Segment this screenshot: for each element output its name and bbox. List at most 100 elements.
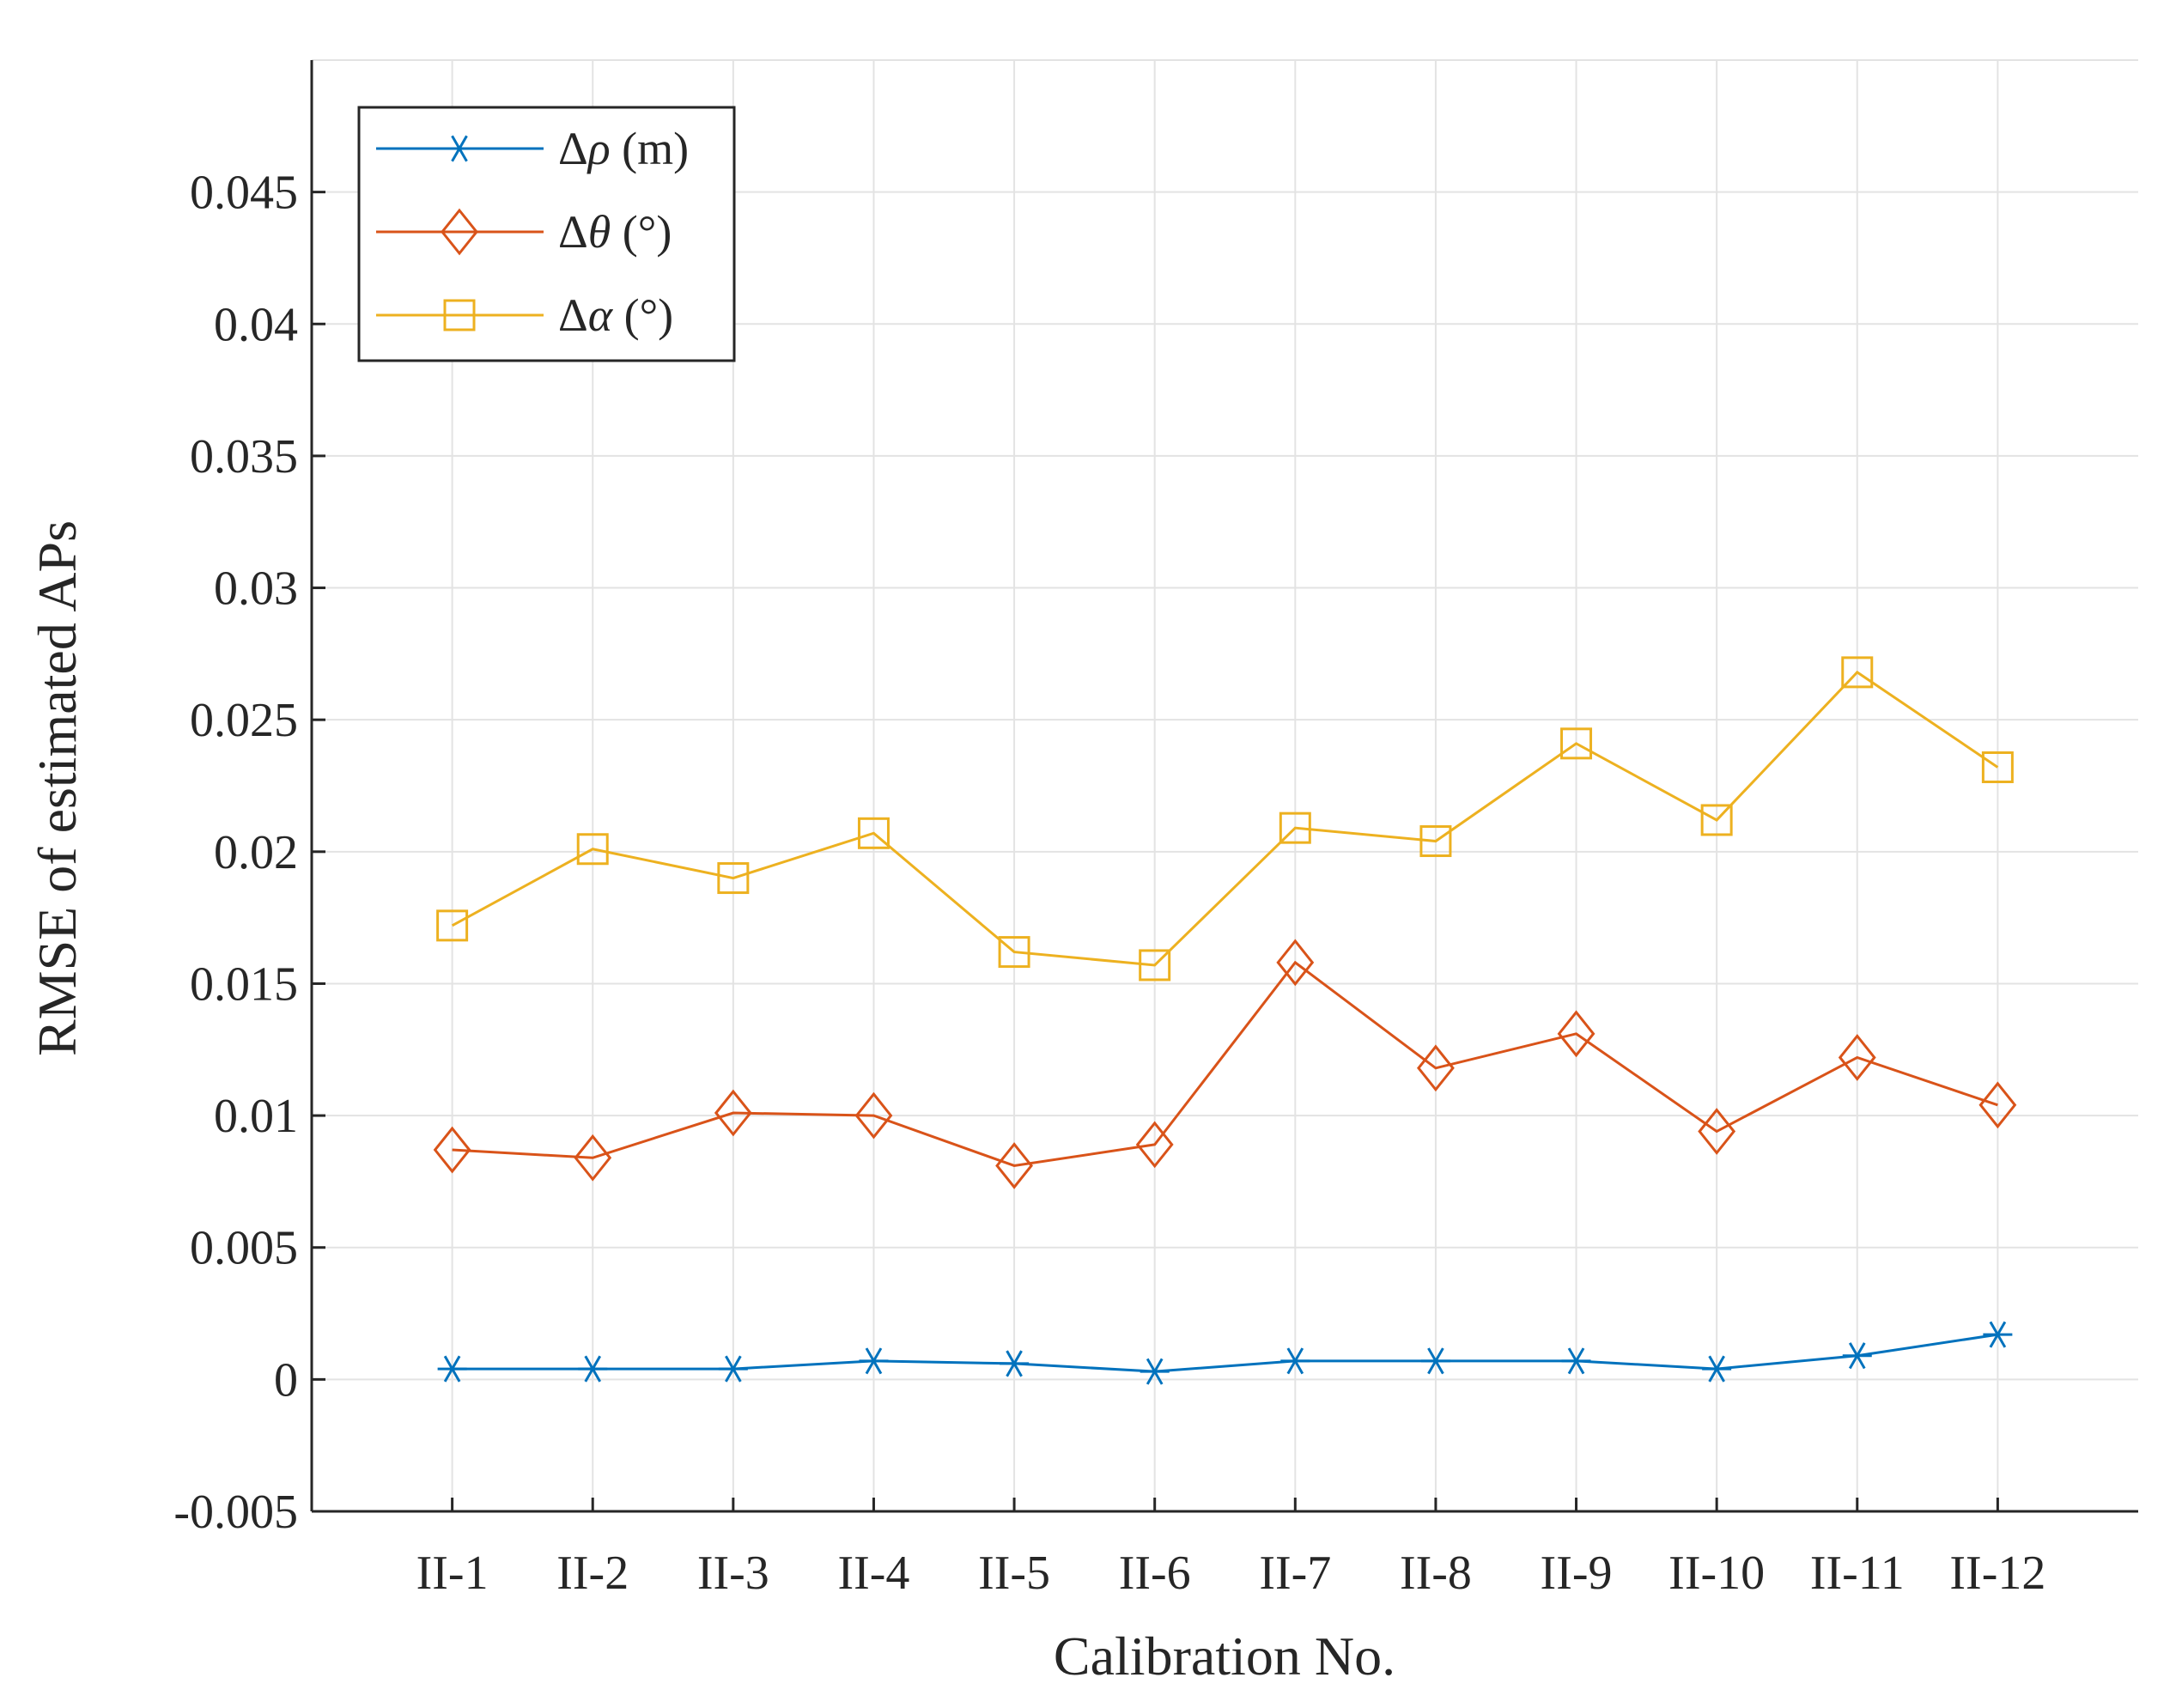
legend-unit: (°) — [612, 289, 673, 341]
legend-unit: (m) — [611, 123, 689, 174]
data-point — [1841, 656, 1874, 689]
data-point — [574, 1134, 612, 1182]
x-tick-label: II-7 — [1259, 1547, 1331, 1600]
legend-label: Δα (°) — [558, 289, 673, 341]
legend-item: Δθ (°) — [376, 206, 672, 258]
legend-marker — [443, 299, 476, 331]
x-tick-label: II-2 — [556, 1547, 629, 1600]
series-line — [452, 960, 1998, 1168]
marker-stroke — [1146, 1358, 1164, 1385]
legend-item: Δρ (m) — [376, 123, 689, 174]
marker-stroke — [1006, 1350, 1023, 1377]
legend-var: α — [588, 289, 614, 341]
x-tick-label: II-8 — [1400, 1547, 1472, 1600]
data-point — [1420, 1347, 1450, 1375]
x-tick-label: II-4 — [837, 1547, 909, 1600]
marker-stroke — [1989, 1321, 2007, 1348]
x-axis-label: Calibration No. — [1054, 1626, 1395, 1687]
marker-stroke — [725, 1355, 742, 1383]
legend-delta: Δ — [558, 289, 588, 341]
data-point — [1702, 1355, 1732, 1383]
data-point — [1981, 751, 2014, 783]
marker-stroke — [1848, 1342, 1866, 1370]
data-point — [1838, 1034, 1876, 1081]
y-tick-label: 0.005 — [190, 1222, 298, 1275]
data-point — [433, 1126, 471, 1174]
series-1 — [433, 939, 2017, 1189]
data-point — [1139, 949, 1171, 982]
marker-stroke — [865, 1347, 883, 1375]
marker-stroke — [1427, 1347, 1444, 1375]
data-point — [857, 817, 890, 849]
marker-stroke — [1708, 1355, 1725, 1383]
legend-marker — [441, 208, 478, 256]
data-point — [1978, 1081, 2017, 1129]
data-point — [437, 1355, 467, 1383]
x-tick-label: II-9 — [1541, 1547, 1613, 1600]
legend-delta: Δ — [558, 123, 588, 174]
data-point — [1140, 1358, 1170, 1385]
marker-stroke — [1567, 1347, 1585, 1375]
y-tick-label: 0.01 — [214, 1090, 298, 1143]
x-tick-label: II-12 — [1949, 1547, 2045, 1600]
y-tick-label: 0.045 — [190, 167, 298, 220]
legend-unit: (°) — [611, 206, 672, 258]
data-point — [1698, 1108, 1736, 1155]
x-tick-label: II-5 — [978, 1547, 1050, 1600]
series-line — [451, 670, 1999, 967]
data-point — [1560, 727, 1593, 760]
data-point — [1983, 1321, 2013, 1348]
data-point — [436, 909, 469, 942]
legend: Δρ (m)Δθ (°)Δα (°) — [357, 106, 736, 362]
data-point — [998, 936, 1030, 969]
y-tick-label: 0.03 — [214, 562, 298, 616]
marker-stroke — [1286, 1347, 1304, 1375]
data-point — [1557, 1010, 1595, 1058]
data-point — [1135, 1121, 1174, 1169]
data-point — [718, 1355, 748, 1383]
data-point — [1000, 1350, 1030, 1377]
series-0 — [437, 1321, 2013, 1385]
data-point — [717, 862, 750, 895]
data-point — [714, 1089, 752, 1137]
legend-var: θ — [588, 206, 611, 258]
marker-stroke — [451, 135, 468, 162]
grid — [312, 59, 2138, 1512]
y-tick-label: 0.04 — [214, 298, 298, 351]
x-tick-label: II-6 — [1119, 1547, 1191, 1600]
series-line — [452, 1333, 1998, 1373]
data-point — [1417, 1044, 1455, 1092]
y-tick-label: 0.02 — [214, 826, 298, 879]
data-point — [1419, 825, 1452, 858]
x-tick-label: II-3 — [697, 1547, 769, 1600]
data-point — [1842, 1342, 1872, 1370]
data-point — [1279, 811, 1311, 844]
marker-stroke — [443, 1355, 461, 1383]
legend-delta: Δ — [558, 206, 588, 258]
legend-var: ρ — [587, 123, 611, 174]
data-point — [578, 1355, 608, 1383]
data-point — [1561, 1347, 1591, 1375]
y-tick-label: 0.035 — [190, 430, 298, 483]
marker-stroke — [584, 1355, 602, 1383]
legend-label: Δρ (m) — [558, 123, 689, 174]
axes — [310, 60, 2138, 1513]
data-point — [576, 833, 609, 866]
y-tick-label: 0.025 — [190, 694, 298, 747]
data-point — [854, 1091, 893, 1140]
data-point — [1276, 939, 1315, 987]
y-tick-label: 0.015 — [190, 957, 298, 1011]
legend-marker — [445, 135, 474, 162]
legend-label: Δθ (°) — [558, 206, 672, 258]
x-tick-label: II-10 — [1668, 1547, 1765, 1600]
x-tick-label: II-1 — [416, 1547, 489, 1600]
series-2 — [436, 656, 2014, 982]
tick-labels: -0.005 0 0.005 0.01 0.015 0.02 0.025 0.03 0.035 0… — [173, 167, 2045, 1600]
data-point — [859, 1347, 889, 1375]
series-layer — [433, 656, 2017, 1385]
data-point — [1700, 804, 1733, 836]
x-tick-label: II-11 — [1810, 1547, 1905, 1600]
y-tick-label: -0.005 — [173, 1486, 298, 1539]
